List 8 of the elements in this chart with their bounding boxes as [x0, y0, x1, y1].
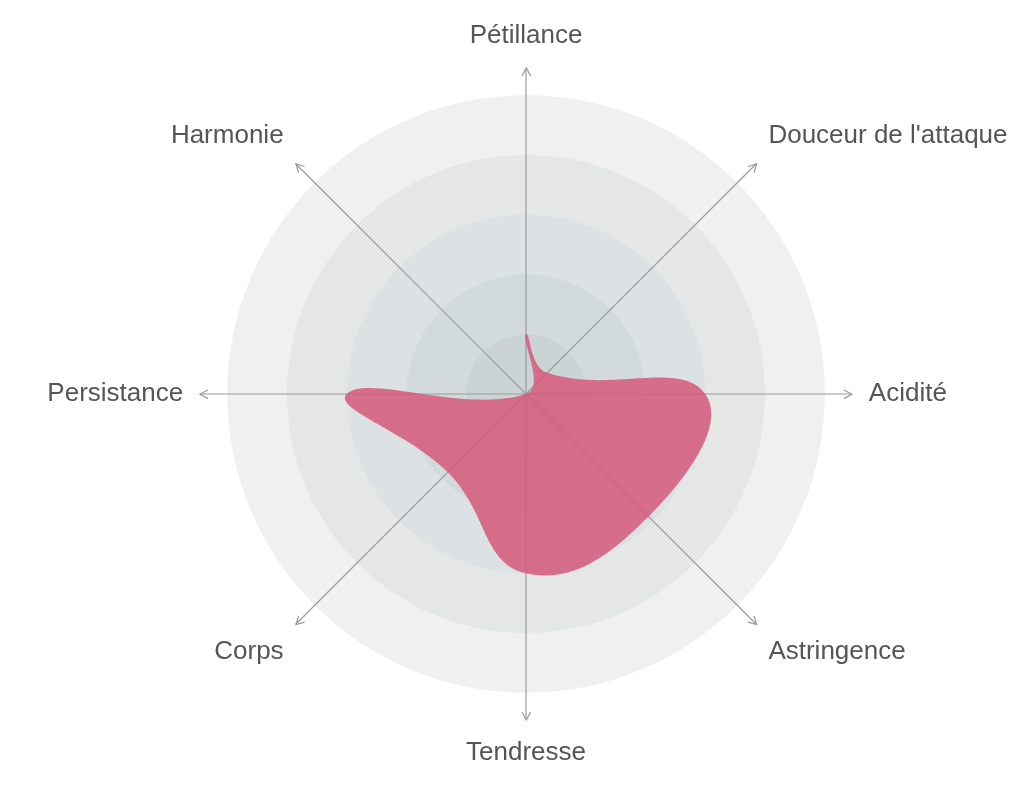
- spoke-label: Persistance: [47, 377, 184, 408]
- spoke-label: Corps: [214, 635, 284, 666]
- spoke-label: Harmonie: [170, 119, 284, 150]
- spoke-label: Tendresse: [466, 735, 586, 766]
- spoke-label: Astringence: [768, 635, 906, 666]
- spoke-label: Acidité: [868, 377, 947, 408]
- spoke-label: Douceur de l'attaque: [768, 119, 1008, 150]
- spoke-label: Pétillance: [469, 18, 583, 49]
